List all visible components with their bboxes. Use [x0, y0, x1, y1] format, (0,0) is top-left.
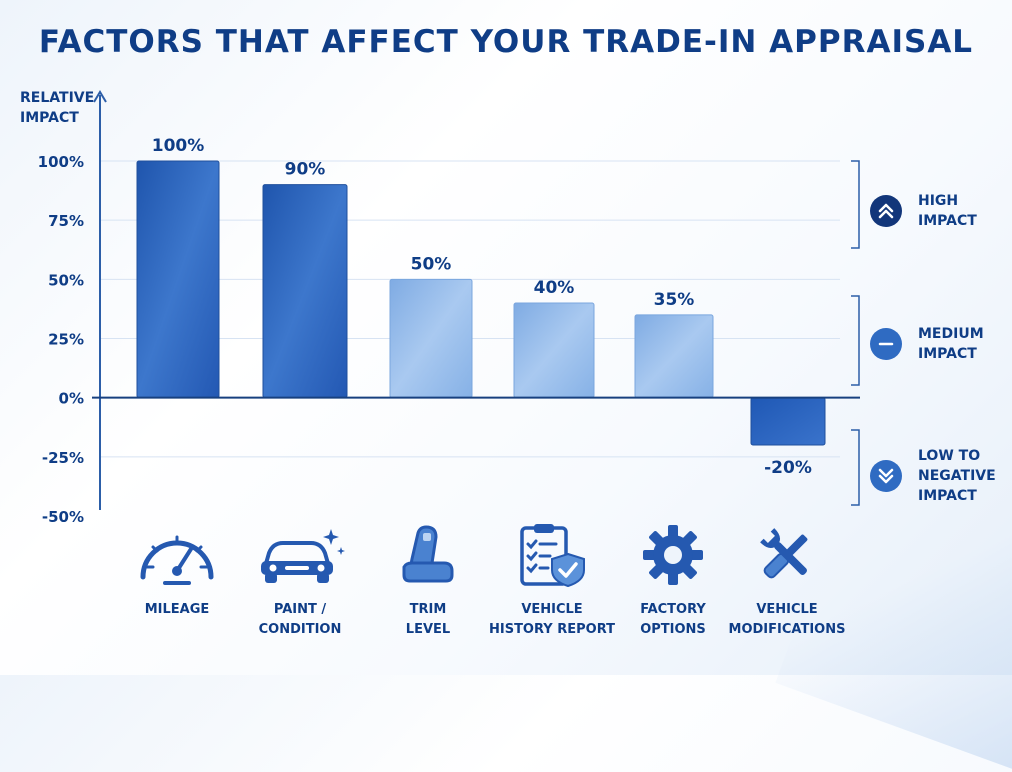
- bar-data-label: -20%: [764, 458, 812, 478]
- legend-bracket: [851, 295, 860, 386]
- bar-data-label: 90%: [285, 160, 326, 180]
- factor-vehicle-modifications: VEHICLE MODIFICATIONS: [722, 522, 852, 640]
- factor-label: MILEAGE: [144, 602, 210, 617]
- factor-label: TRIM LEVEL: [405, 602, 451, 637]
- factor-vehicle-history-report: VEHICLE HISTORY REPORT: [487, 522, 617, 640]
- bar: [634, 314, 714, 399]
- factor-paint-condition: PAINT / CONDITION: [235, 522, 365, 640]
- bar-data-label: 35%: [654, 290, 695, 310]
- y-tick-label: 75%: [48, 212, 84, 230]
- factor-label: VEHICLE HISTORY REPORT: [488, 602, 615, 637]
- bar-chart: 100% 90% 50% 40% 35% -20% 100% 75% 50% 25% 0% -25%…: [38, 90, 860, 526]
- speedometer-icon: [112, 522, 242, 588]
- y-tick-label: 0%: [59, 390, 84, 408]
- bar-data-label: 50%: [411, 254, 452, 274]
- legend-bracket: [851, 429, 860, 506]
- bar: [262, 184, 348, 399]
- legend-label: LOW TO NEGATIVE IMPACT: [918, 448, 996, 504]
- legend-medium-impact: MEDIUM IMPACT: [870, 324, 1012, 364]
- y-tick-label: -50%: [42, 508, 84, 526]
- car-seat-icon: [363, 522, 493, 588]
- double-chevron-down-icon: [870, 460, 902, 492]
- clipboard-shield-icon: [487, 522, 617, 588]
- gear-icon: [608, 522, 738, 588]
- y-tick-label: -25%: [42, 449, 84, 467]
- legend-bracket: [851, 160, 860, 249]
- factor-label: PAINT / CONDITION: [258, 602, 342, 637]
- bar-data-label: 40%: [534, 278, 575, 298]
- legend-label: MEDIUM IMPACT: [918, 326, 984, 362]
- bar: [750, 397, 826, 446]
- y-tick-label: 25%: [48, 331, 84, 349]
- bar: [513, 302, 595, 399]
- legend-high-impact: HIGH IMPACT: [870, 191, 1012, 231]
- wrench-screwdriver-icon: [722, 522, 852, 588]
- chart-title: FACTORS THAT AFFECT YOUR TRADE-IN APPRAI…: [38, 24, 974, 60]
- y-axis-title: RELATIVE IMPACT: [20, 90, 95, 126]
- double-chevron-up-icon: [870, 195, 902, 227]
- factor-factory-options: FACTORY OPTIONS: [608, 522, 738, 640]
- factor-mileage: MILEAGE: [112, 522, 242, 620]
- car-icon: [235, 522, 365, 588]
- y-tick-label: 100%: [38, 153, 84, 171]
- minus-icon: [870, 328, 902, 360]
- bar-data-label: 100%: [152, 136, 205, 156]
- y-axis-arrow: [93, 90, 107, 103]
- factor-label: VEHICLE MODIFICATIONS: [728, 602, 846, 637]
- factor-label: FACTORY OPTIONS: [640, 602, 706, 637]
- legend-low-negative-impact: LOW TO NEGATIVE IMPACT: [870, 446, 1012, 506]
- bar: [136, 160, 220, 399]
- legend-label: HIGH IMPACT: [918, 193, 977, 229]
- factor-trim-level: TRIM LEVEL: [363, 522, 493, 640]
- y-tick-label: 50%: [48, 271, 84, 289]
- bar: [389, 278, 473, 399]
